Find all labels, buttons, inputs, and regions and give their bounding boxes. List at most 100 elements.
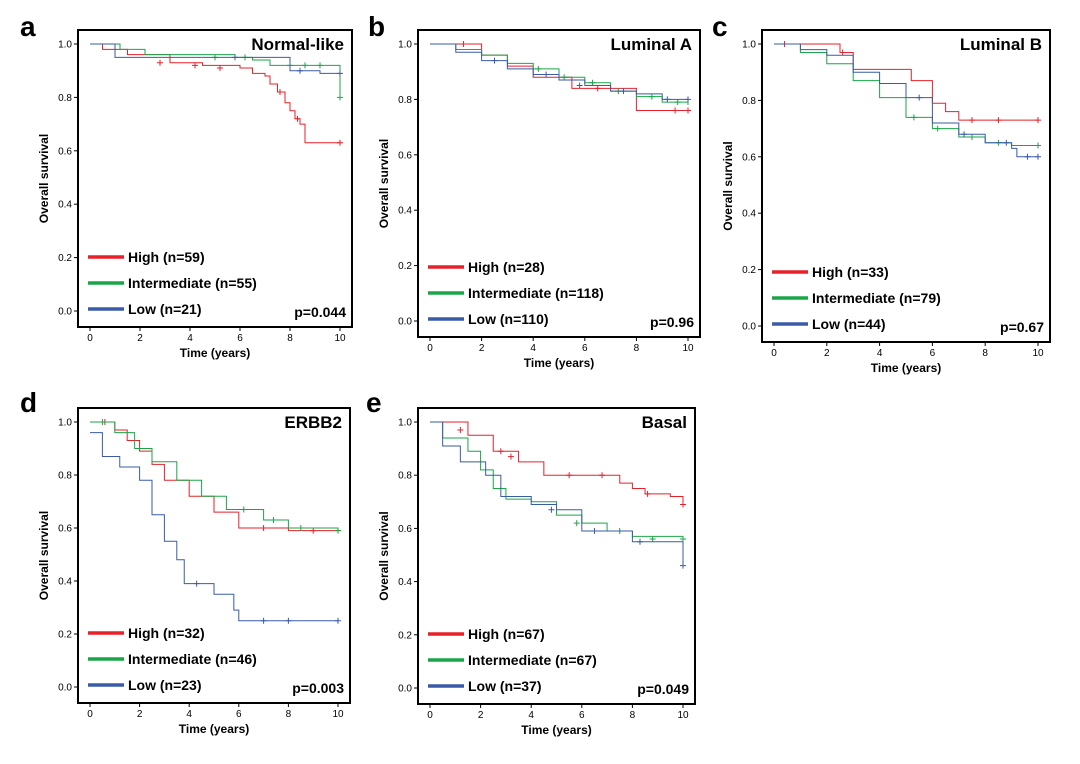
y-tick-label: 0.8 bbox=[742, 96, 756, 107]
x-tick-label: 8 bbox=[287, 333, 293, 344]
x-tick-label: 10 bbox=[677, 710, 689, 721]
panel-letter: a bbox=[20, 11, 36, 42]
legend-label: Low (n=21) bbox=[128, 301, 202, 317]
x-tick-label: 2 bbox=[479, 343, 485, 354]
x-tick-label: 2 bbox=[478, 710, 484, 721]
censor-mark bbox=[294, 115, 301, 122]
censor-mark bbox=[591, 528, 598, 535]
x-tick-label: 6 bbox=[579, 710, 585, 721]
legend-label: High (n=33) bbox=[812, 264, 889, 280]
chart-panel-e: e Basal 0.0 0.2 0.4 0.6 0.8 1.0 0 2 4 6 8 10 Time (yea… bbox=[366, 387, 696, 737]
panel-title: Luminal A bbox=[610, 35, 692, 54]
x-tick-label: 4 bbox=[530, 343, 536, 354]
legend-label: Intermediate (n=46) bbox=[128, 651, 257, 667]
censor-mark bbox=[260, 525, 267, 531]
censor-mark bbox=[672, 107, 679, 114]
x-axis-label: Time (years) bbox=[524, 356, 594, 370]
censor-mark bbox=[285, 617, 292, 624]
censor-mark bbox=[839, 49, 846, 56]
censor-mark bbox=[99, 419, 106, 425]
y-tick-label: 0.8 bbox=[58, 93, 72, 104]
y-tick-label: 0.2 bbox=[742, 265, 756, 276]
censor-mark bbox=[680, 501, 686, 508]
x-tick-label: 10 bbox=[332, 709, 344, 720]
censor-mark bbox=[561, 74, 568, 81]
plot-frame bbox=[77, 407, 351, 704]
series-line-2 bbox=[430, 421, 684, 566]
y-axis-label: Overall survival bbox=[721, 141, 735, 230]
censor-mark bbox=[961, 131, 968, 138]
plot-frame bbox=[417, 29, 701, 338]
censor-mark bbox=[302, 62, 308, 69]
censor-mark bbox=[594, 85, 601, 92]
y-tick-label: 0.2 bbox=[58, 630, 72, 641]
x-tick-label: 6 bbox=[237, 333, 243, 344]
censor-mark bbox=[491, 57, 498, 64]
y-tick-label: 0.4 bbox=[58, 577, 72, 588]
censor-mark bbox=[507, 453, 514, 460]
plot-frame bbox=[77, 29, 353, 328]
x-tick-label: 4 bbox=[528, 710, 534, 721]
censor-mark bbox=[270, 517, 277, 524]
censor-mark bbox=[1003, 139, 1010, 146]
legend-label: High (n=67) bbox=[468, 626, 545, 642]
censor-mark bbox=[317, 62, 323, 69]
y-tick-label: 0.0 bbox=[58, 683, 72, 694]
x-tick-label: 0 bbox=[771, 348, 777, 359]
y-tick-label: 0.6 bbox=[58, 524, 72, 535]
series-line-0 bbox=[430, 421, 684, 505]
legend-label: Intermediate (n=118) bbox=[468, 285, 604, 301]
censor-mark bbox=[297, 67, 303, 74]
series-line-0 bbox=[90, 421, 338, 532]
censor-mark bbox=[193, 580, 200, 587]
legend-label: Low (n=110) bbox=[468, 311, 549, 327]
y-tick-label: 1.0 bbox=[742, 40, 756, 51]
x-tick-label: 2 bbox=[824, 348, 830, 359]
y-tick-label: 0.6 bbox=[398, 150, 412, 161]
chart-panel-b: b Luminal A 0.0 0.2 0.4 0.6 0.8 1.0 0 2 4 6 8 10 Time … bbox=[368, 11, 701, 370]
panel-title: Normal-like bbox=[251, 35, 344, 54]
legend-label: Low (n=37) bbox=[468, 678, 542, 694]
y-axis-label: Overall survival bbox=[377, 511, 391, 600]
x-tick-label: 10 bbox=[1032, 348, 1044, 359]
p-value: p=0.049 bbox=[637, 681, 689, 697]
x-tick-label: 4 bbox=[186, 709, 192, 720]
x-axis-label: Time (years) bbox=[179, 722, 249, 736]
censor-mark bbox=[497, 448, 504, 455]
censor-mark bbox=[680, 536, 686, 543]
chart-panel-c: c Luminal B 0.0 0.2 0.4 0.6 0.8 1.0 0 2 4 6 8 10 Time … bbox=[712, 11, 1051, 375]
censor-mark bbox=[297, 525, 304, 531]
x-tick-label: 4 bbox=[877, 348, 883, 359]
x-tick-label: 0 bbox=[87, 333, 93, 344]
p-value: p=0.96 bbox=[650, 314, 694, 330]
censor-mark bbox=[916, 94, 923, 101]
censor-mark bbox=[636, 538, 643, 545]
y-tick-label: 0.0 bbox=[742, 322, 756, 333]
censor-mark bbox=[589, 79, 596, 86]
censor-mark bbox=[335, 617, 341, 624]
x-tick-label: 8 bbox=[630, 710, 636, 721]
censor-mark bbox=[648, 93, 655, 100]
y-axis-label: Overall survival bbox=[377, 139, 391, 228]
censor-mark bbox=[599, 472, 606, 479]
x-tick-label: 10 bbox=[334, 333, 346, 344]
censor-mark bbox=[192, 62, 198, 69]
x-tick-label: 2 bbox=[137, 333, 143, 344]
y-tick-label: 0.2 bbox=[58, 253, 72, 264]
censor-mark bbox=[1024, 153, 1031, 160]
plot-frame bbox=[417, 407, 696, 705]
censor-mark bbox=[217, 65, 223, 72]
y-tick-label: 0.4 bbox=[398, 206, 412, 217]
censor-mark bbox=[277, 89, 283, 96]
censor-mark bbox=[1035, 153, 1041, 160]
y-tick-label: 0.4 bbox=[742, 209, 756, 220]
x-tick-label: 0 bbox=[87, 709, 93, 720]
panel-letter: e bbox=[366, 387, 382, 418]
censor-mark bbox=[685, 107, 691, 114]
y-tick-label: 0.4 bbox=[398, 577, 412, 588]
x-tick-label: 6 bbox=[236, 709, 242, 720]
censor-mark bbox=[457, 426, 464, 433]
censor-mark bbox=[535, 65, 542, 72]
panel-title: Luminal B bbox=[960, 35, 1042, 54]
series-line-2 bbox=[430, 43, 688, 100]
